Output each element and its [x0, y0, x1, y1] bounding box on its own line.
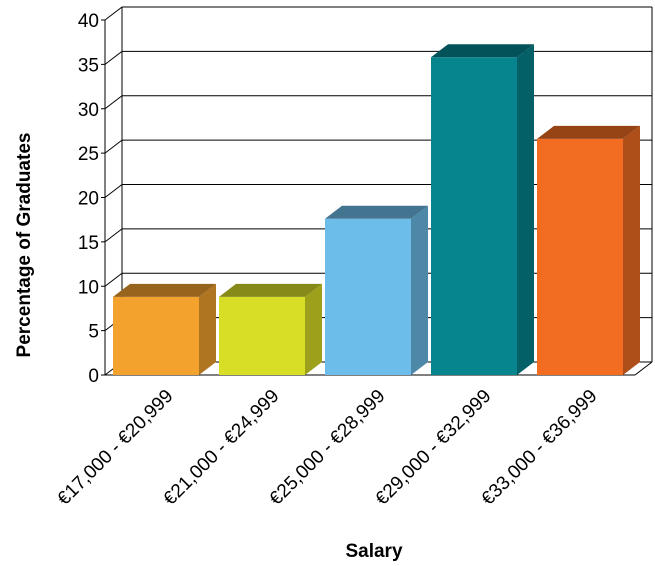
y-tick-label: 25	[78, 144, 99, 165]
bar-top	[325, 205, 428, 219]
bar-top	[113, 283, 216, 297]
bar	[113, 283, 216, 375]
gridline-side	[104, 6, 123, 21]
bar-front	[219, 296, 305, 375]
bar-front	[537, 138, 623, 375]
x-category-label: €17,000 - €20,999	[54, 386, 178, 510]
y-tick-label: 0	[88, 366, 99, 387]
y-tick-label: 30	[78, 100, 99, 121]
y-tick-label: 15	[78, 233, 99, 254]
y-tick-label: 5	[88, 322, 99, 343]
bar-front	[325, 218, 411, 375]
bar-side	[623, 125, 640, 375]
bar	[325, 205, 428, 375]
bar-front	[113, 296, 199, 375]
y-tick-label: 20	[78, 189, 99, 210]
bar-front	[431, 57, 517, 376]
y-axis-title: Percentage of Graduates	[14, 133, 35, 358]
bar-side	[411, 205, 428, 375]
bar-side	[517, 44, 534, 376]
bar-side	[199, 283, 216, 375]
y-tick-label: 40	[78, 11, 99, 32]
x-category-label: €29,000 - €32,999	[372, 386, 496, 510]
gridline-side	[104, 184, 123, 198]
bar-side	[305, 283, 322, 375]
x-axis-title: Salary	[345, 541, 402, 562]
floor-right-edge	[634, 361, 653, 376]
x-category-label: €21,000 - €24,999	[160, 386, 284, 510]
bars-layer	[113, 44, 640, 376]
gridline-side	[104, 95, 123, 110]
gridline-side	[104, 272, 123, 287]
bar	[431, 44, 534, 376]
y-tick-label: 35	[78, 55, 99, 76]
bar-top	[537, 125, 640, 139]
x-category-label: €25,000 - €28,999	[266, 386, 390, 510]
bar-top	[431, 44, 534, 58]
bar-top	[219, 283, 322, 297]
gridline-side	[104, 50, 123, 65]
bar	[219, 283, 322, 375]
x-category-label: €33,000 - €36,999	[478, 386, 602, 510]
gridline-side	[104, 228, 123, 243]
gridline-side	[104, 139, 123, 154]
y-tick-label: 10	[78, 277, 99, 298]
bar	[537, 125, 640, 375]
